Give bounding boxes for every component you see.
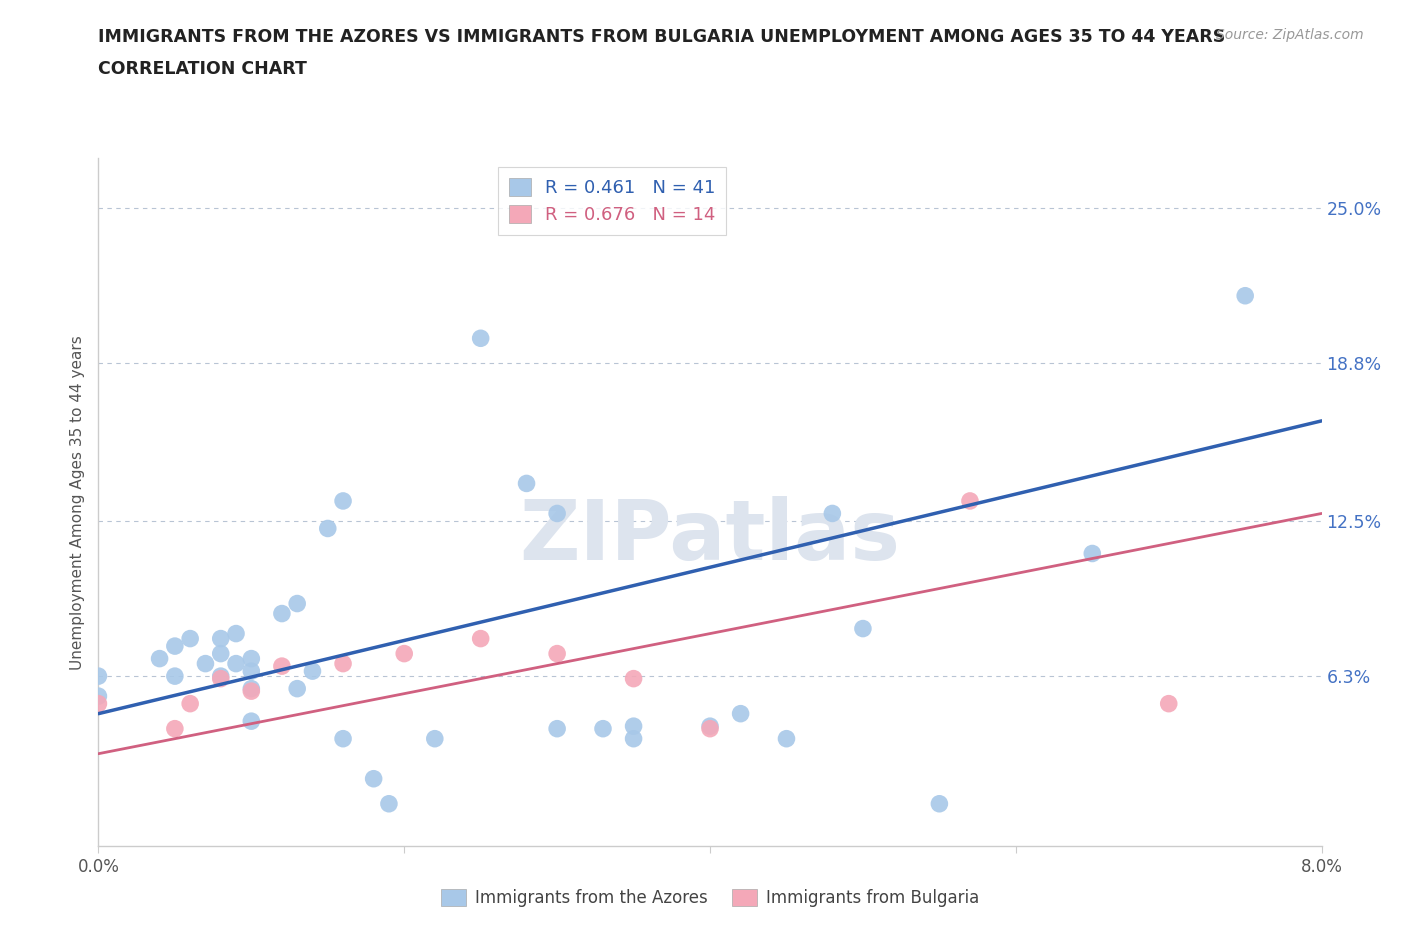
Point [149,651,172,666]
Text: CORRELATION CHART: CORRELATION CHART [98,60,308,78]
Point [378,796,401,811]
Point [332,731,354,746]
Point [332,494,354,509]
Point [301,664,323,679]
Point [699,719,721,734]
Point [423,731,446,746]
Point [240,651,263,666]
Point [959,494,981,509]
Point [392,646,416,661]
Point [332,657,354,671]
Point [240,684,263,698]
Point [623,719,645,734]
Point [775,731,797,746]
Point [592,722,614,737]
Point [163,722,186,737]
Point [209,669,232,684]
Point [179,697,201,711]
Point [699,722,721,737]
Y-axis label: Unemployment Among Ages 35 to 44 years: Unemployment Among Ages 35 to 44 years [69,335,84,670]
Point [928,796,950,811]
Point [546,722,568,737]
Point [516,476,538,491]
Point [316,521,339,536]
Point [623,671,645,686]
Point [270,606,294,621]
Point [623,731,645,746]
Point [470,331,492,346]
Point [194,657,217,671]
Point [546,506,568,521]
Point [225,626,247,641]
Point [1234,288,1257,303]
Point [821,506,844,521]
Point [179,631,201,646]
Point [852,621,875,636]
Point [730,706,752,721]
Point [363,771,385,786]
Point [209,631,232,646]
Point [209,671,232,686]
Point [285,681,308,696]
Text: ZIPatlas: ZIPatlas [520,496,900,578]
Point [240,713,263,728]
Point [87,669,110,684]
Point [240,681,263,696]
Point [285,596,308,611]
Point [546,646,568,661]
Point [87,697,110,711]
Point [1157,697,1180,711]
Point [1081,546,1104,561]
Point [225,657,247,671]
Text: IMMIGRANTS FROM THE AZORES VS IMMIGRANTS FROM BULGARIA UNEMPLOYMENT AMONG AGES 3: IMMIGRANTS FROM THE AZORES VS IMMIGRANTS… [98,28,1226,46]
Point [240,664,263,679]
Point [87,689,110,704]
Point [209,646,232,661]
Point [163,669,186,684]
Point [470,631,492,646]
Point [163,639,186,654]
Text: Source: ZipAtlas.com: Source: ZipAtlas.com [1216,28,1364,42]
Point [270,658,294,673]
Legend: Immigrants from the Azores, Immigrants from Bulgaria: Immigrants from the Azores, Immigrants f… [434,883,986,913]
